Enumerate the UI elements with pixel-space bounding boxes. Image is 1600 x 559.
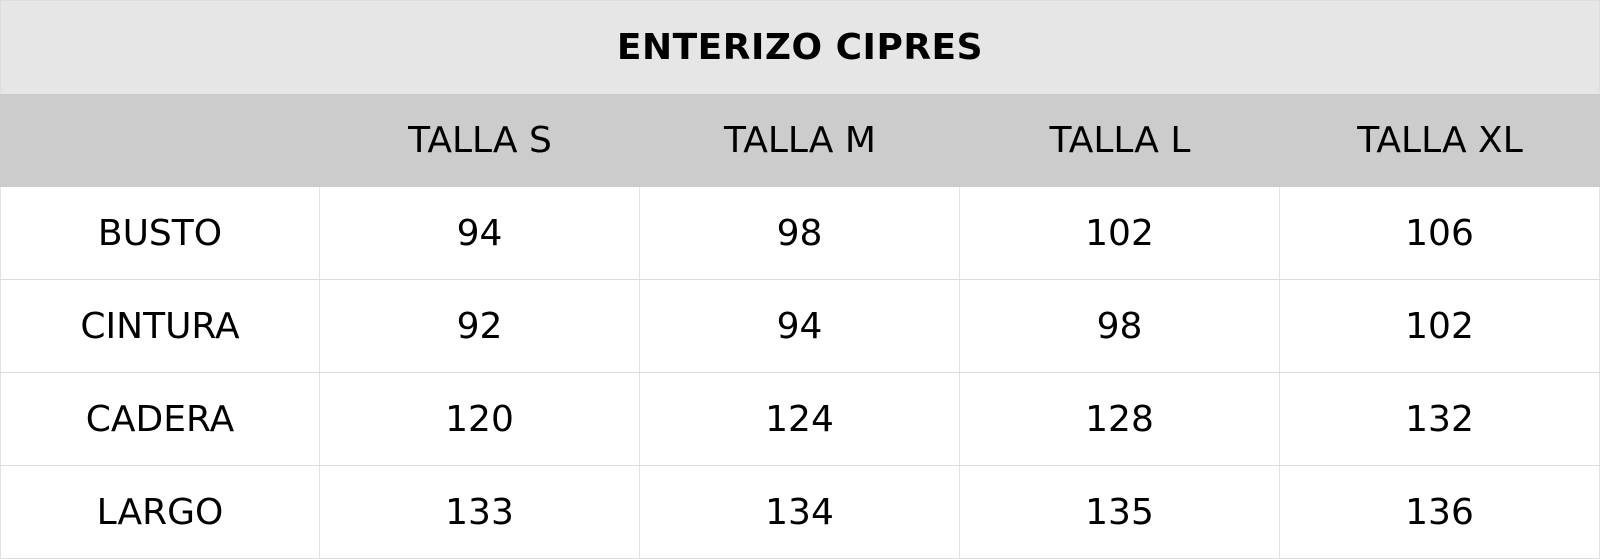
value-cell: 128 [960,373,1280,465]
value-cell: 136 [1280,466,1600,558]
header-cell-empty [0,94,320,187]
header-cell-xl: TALLA XL [1357,120,1523,161]
value-cell: 106 [1280,187,1600,279]
table-row: CINTURA 92 94 98 102 [0,280,1600,373]
value-cell: 94 [320,187,640,279]
value-cell: 132 [1280,373,1600,465]
value-cell: 98 [960,280,1280,372]
table-row: BUSTO 94 98 102 106 [0,187,1600,280]
value-cell: 94 [640,280,960,372]
row-label: CADERA [0,373,320,465]
row-label: LARGO [0,466,320,558]
value-cell: 102 [960,187,1280,279]
value-cell: 124 [640,373,960,465]
header-cell-l: TALLA L [1049,120,1191,161]
row-label: BUSTO [0,187,320,279]
value-cell: 120 [320,373,640,465]
header-row: TALLA S TALLA M TALLA L TALLA XL [0,94,1600,187]
header-cell-s: TALLA S [408,120,552,161]
row-label: CINTURA [0,280,320,372]
value-cell: 133 [320,466,640,558]
value-cell: 134 [640,466,960,558]
table-row: CADERA 120 124 128 132 [0,373,1600,466]
value-cell: 98 [640,187,960,279]
header-cell-m: TALLA M [724,120,876,161]
value-cell: 135 [960,466,1280,558]
table-title: ENTERIZO CIPRES [0,0,1600,94]
value-cell: 92 [320,280,640,372]
value-cell: 102 [1280,280,1600,372]
table-row: LARGO 133 134 135 136 [0,466,1600,559]
